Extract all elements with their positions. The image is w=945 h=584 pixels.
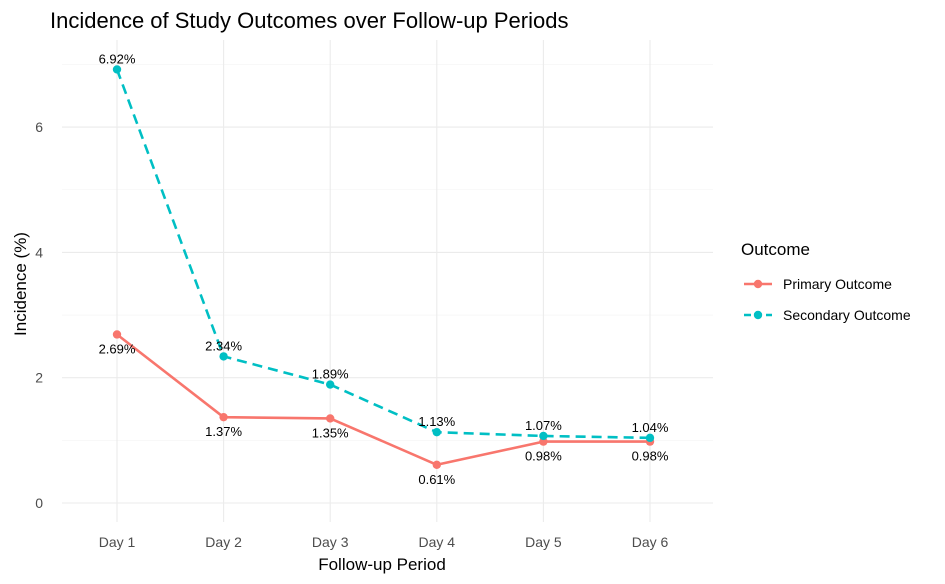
secondary-outcome-data-label: 6.92% xyxy=(99,51,136,66)
secondary-outcome-data-label: 1.89% xyxy=(312,367,349,382)
plot-grid xyxy=(62,40,713,522)
secondary-outcome-data-label: 1.13% xyxy=(418,414,455,429)
x-tick-label: Day 4 xyxy=(419,534,456,550)
primary-outcome-line xyxy=(116,333,650,467)
y-tick-label: 6 xyxy=(35,119,43,135)
legend: Outcome Primary Outcome Secondary Outcome xyxy=(741,240,911,323)
chart-title: Incidence of Study Outcomes over Follow-… xyxy=(50,8,568,33)
primary-outcome-point xyxy=(219,412,228,422)
y-axis-title: Incidence (%) xyxy=(11,232,30,336)
secondary-outcome-legend-label: Secondary Outcome xyxy=(783,307,911,323)
secondary-outcome-data-label: 1.07% xyxy=(525,418,562,433)
primary-outcome-legend-marker xyxy=(753,279,763,289)
x-tick-label: Day 1 xyxy=(99,534,136,550)
secondary-outcome-point xyxy=(219,352,228,361)
secondary-outcome-data-label: 1.04% xyxy=(632,420,669,435)
x-tick-label: Day 3 xyxy=(312,534,349,550)
secondary-outcome-point xyxy=(326,380,335,389)
x-tick-label: Day 2 xyxy=(205,534,242,550)
primary-outcome-point xyxy=(326,414,335,423)
primary-outcome-data-label: 0.98% xyxy=(632,449,669,464)
secondary-outcome-point xyxy=(432,428,441,437)
primary-outcome-data-label: 0.98% xyxy=(525,449,562,464)
secondary-outcome-point xyxy=(645,433,655,443)
plot-series xyxy=(112,65,655,469)
axis-ticks: 0 2 4 6 Day 1 Day 2 Day 3 Day 4 Day 5 Day 6 xyxy=(35,119,668,550)
y-tick-label: 2 xyxy=(35,370,43,386)
primary-outcome-legend-label: Primary Outcome xyxy=(783,276,892,292)
secondary-outcome-point xyxy=(112,65,122,74)
x-tick-label: Day 5 xyxy=(525,534,562,550)
primary-outcome-point xyxy=(112,330,122,339)
primary-outcome-data-label: 0.61% xyxy=(418,472,455,487)
primary-outcome-data-label: 1.37% xyxy=(205,424,242,439)
secondary-outcome-legend-marker xyxy=(753,310,763,320)
y-tick-label: 0 xyxy=(35,495,43,511)
primary-outcome-data-label: 2.69% xyxy=(99,341,136,356)
legend-title: Outcome xyxy=(741,240,810,259)
secondary-outcome-line xyxy=(115,69,651,440)
secondary-outcome-data-label: 2.34% xyxy=(205,338,242,353)
x-tick-label: Day 6 xyxy=(632,534,669,550)
x-axis-title: Follow-up Period xyxy=(318,555,446,574)
secondary-outcome-point xyxy=(539,431,548,441)
data-labels: 2.69% 1.37% 1.35% 0.61% 0.98% 0.98% 6.92% 2.34%… xyxy=(99,51,669,486)
y-tick-label: 4 xyxy=(35,244,43,260)
primary-outcome-point xyxy=(432,460,441,469)
primary-outcome-data-label: 1.35% xyxy=(312,425,349,440)
